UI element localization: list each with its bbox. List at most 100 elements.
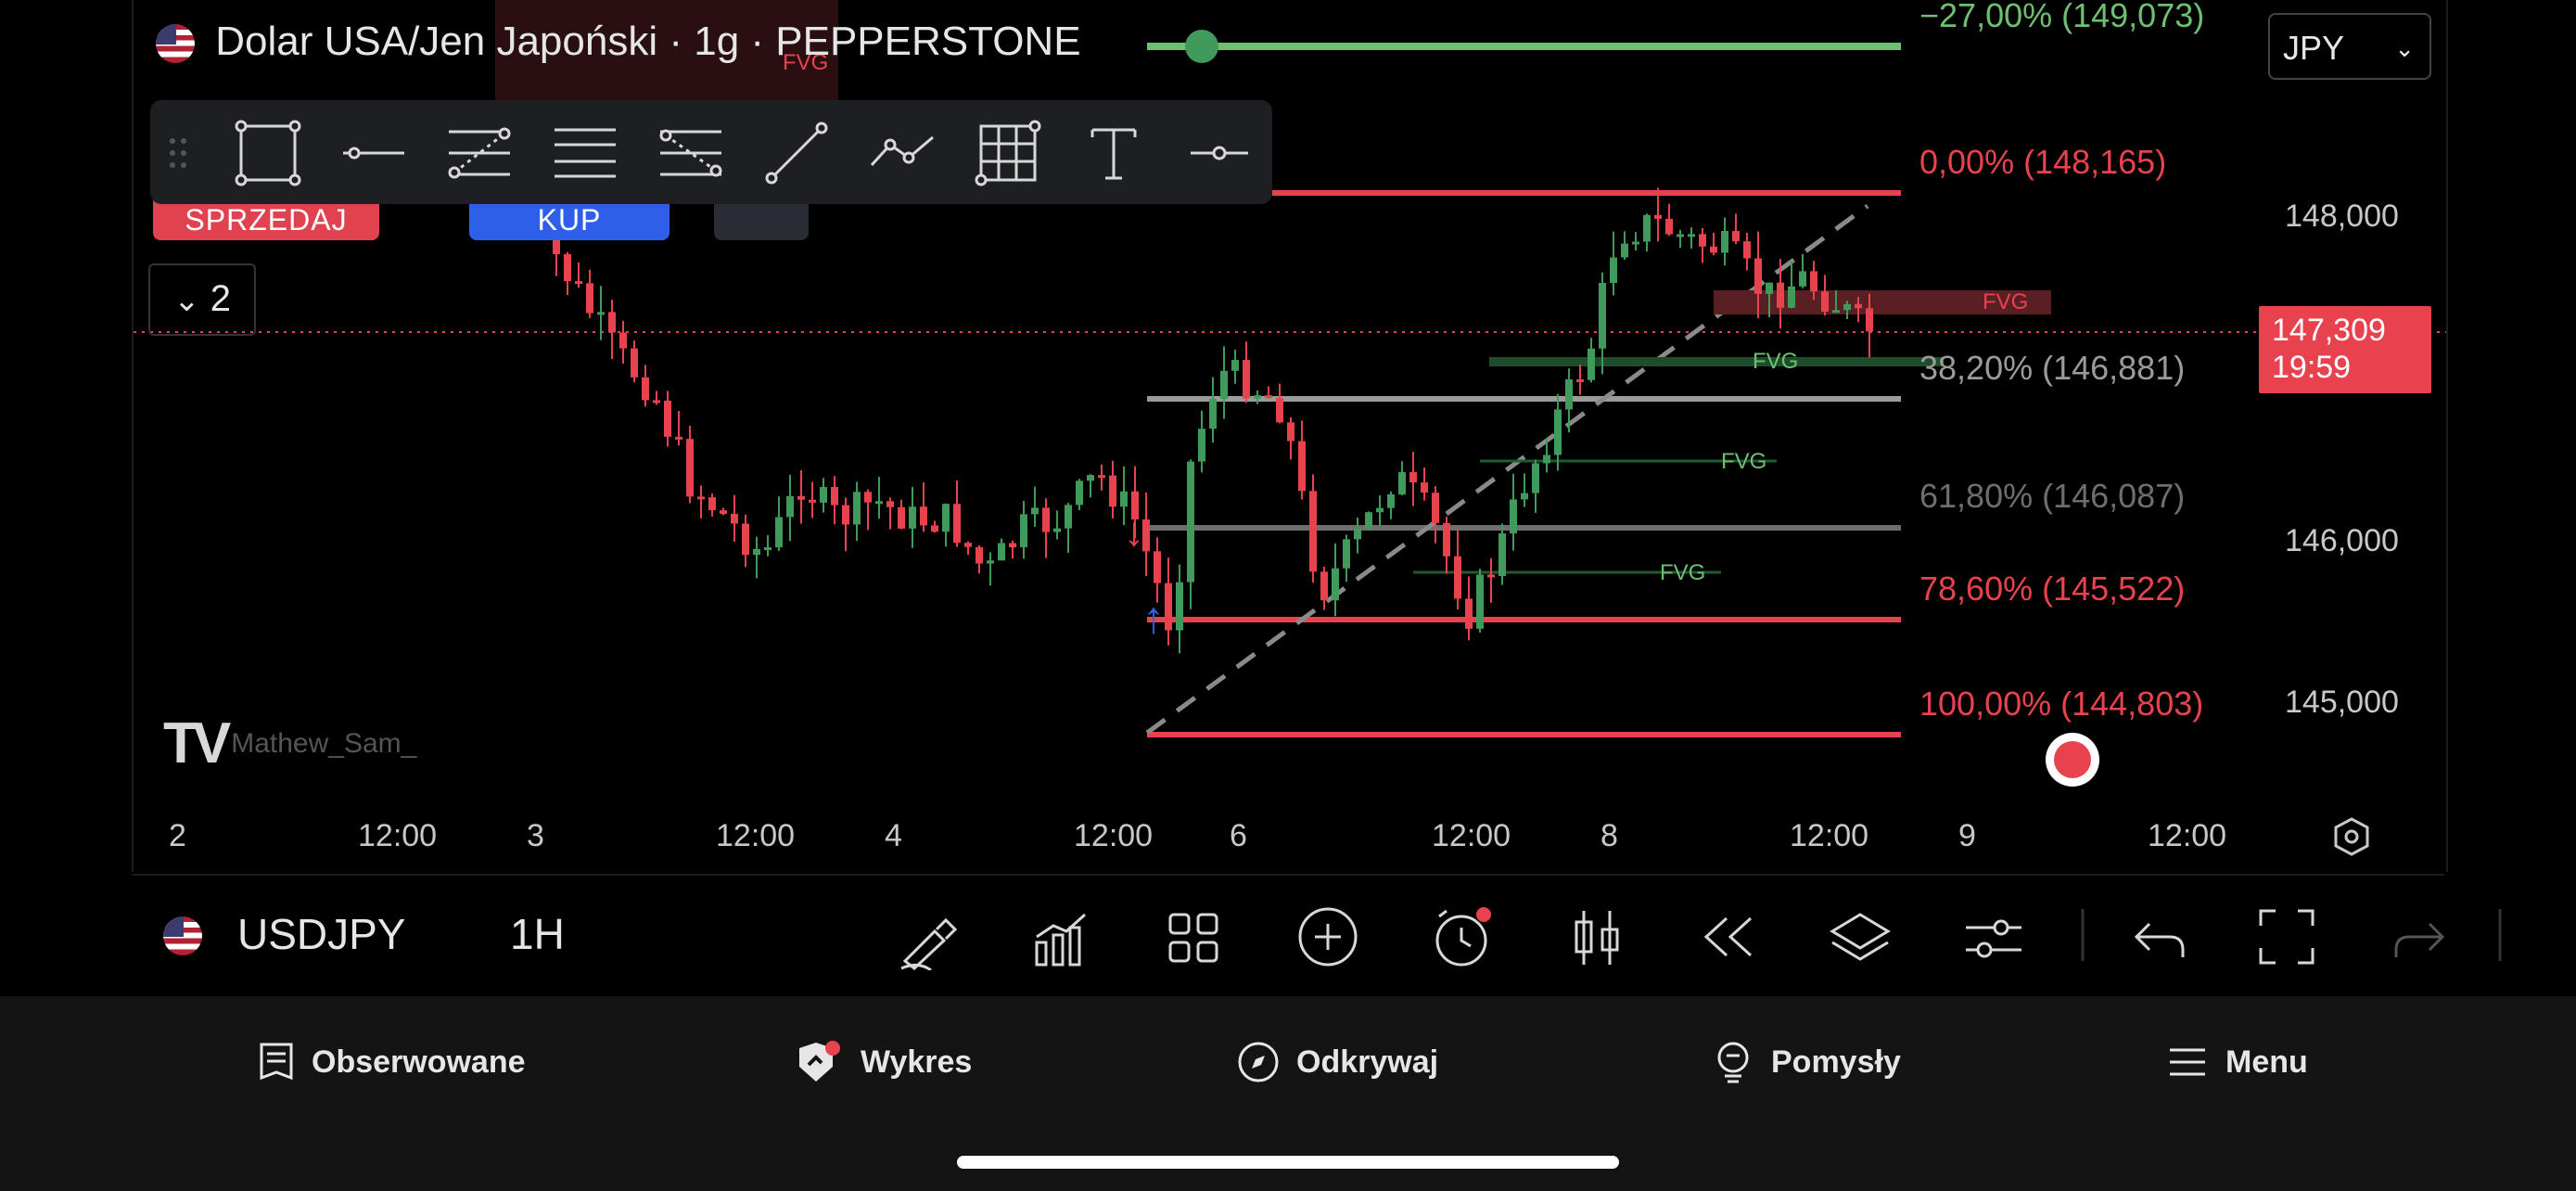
y-axis-label: 146,000	[2285, 523, 2399, 558]
fvg-label: FVG	[1660, 560, 1706, 585]
horizontal-ray-tool-icon[interactable]	[339, 119, 408, 187]
alert-button[interactable]	[1430, 903, 1497, 970]
candle-body	[1309, 491, 1317, 572]
symbol-button[interactable]	[163, 916, 202, 955]
candle-body	[1265, 395, 1272, 399]
parallel-lines-tool-icon[interactable]	[551, 119, 619, 187]
text-tool-icon[interactable]	[1079, 119, 1148, 187]
fib-retracement-tool-icon[interactable]	[445, 119, 514, 187]
candle-body	[642, 377, 649, 401]
candle-body	[1532, 463, 1539, 493]
interval-button[interactable]: 1H	[510, 910, 565, 958]
candle-body	[1287, 422, 1294, 442]
add-icon	[1298, 907, 1358, 967]
candle-body	[1465, 598, 1473, 629]
quantity-button[interactable]	[714, 199, 809, 240]
candle-body	[1098, 475, 1105, 479]
drag-handle-icon[interactable]	[161, 119, 195, 187]
tab-explore[interactable]: Odkrywaj	[1237, 1041, 1438, 1083]
path-tool-icon[interactable]	[868, 119, 937, 187]
home-indicator	[957, 1156, 1619, 1169]
candle-body	[1788, 286, 1795, 308]
candle-body	[886, 501, 894, 507]
templates-button[interactable]	[1165, 903, 1231, 970]
grid-tool-icon[interactable]	[974, 119, 1042, 187]
fvg-box-top	[495, 0, 838, 102]
tab-menu[interactable]: Menu	[2166, 1041, 2308, 1083]
currency-select[interactable]: JPY ⌄	[2268, 13, 2431, 80]
candle-body	[1554, 409, 1562, 455]
candle-body	[1777, 282, 1784, 308]
fib-extension-tool-icon[interactable]	[657, 119, 725, 187]
candle-body	[1632, 241, 1639, 245]
drawing-pen-button[interactable]	[898, 903, 964, 970]
candle-body	[1065, 505, 1072, 529]
candle-body	[1510, 499, 1517, 534]
symbol-header[interactable]: Dolar USA/Jen Japoński · 1g · PEPPERSTON…	[156, 19, 1081, 65]
candle-body	[742, 523, 749, 556]
redo-button[interactable]	[2389, 903, 2455, 970]
chart-canvas[interactable]: ↓ ↑	[134, 0, 2446, 872]
buy-arrow-icon: ↑	[1142, 594, 1165, 643]
templates-grid-icon	[1168, 913, 1218, 963]
candle-body	[1521, 493, 1528, 500]
current-price: 147,309	[2272, 313, 2386, 348]
layers-button[interactable]	[1829, 903, 1895, 970]
tab-watchlist[interactable]: Obserwowane	[258, 1041, 526, 1083]
chart-type-button[interactable]	[1567, 903, 1634, 970]
fib-label: 38,20% (146,881)	[1919, 349, 2186, 387]
candle-body	[1443, 522, 1450, 557]
chart-settings-icon[interactable]	[2331, 816, 2372, 862]
add-button[interactable]	[1296, 903, 1363, 970]
indicators-icon	[1035, 913, 1087, 967]
replay-icon	[1703, 916, 1753, 957]
us-flag-icon	[156, 24, 195, 64]
candle-body	[1866, 308, 1873, 332]
y-axis-label: 145,000	[2285, 685, 2399, 720]
candle-body	[1810, 271, 1817, 292]
x-axis-label: 12:00	[1432, 818, 1511, 853]
watermark-username: Mathew_Sam_	[231, 727, 417, 759]
chart-settings-button[interactable]	[1962, 903, 2029, 970]
candle-body	[1320, 571, 1328, 601]
candle-body	[1654, 214, 1662, 219]
candle-body	[809, 499, 816, 503]
undo-icon	[2134, 922, 2185, 957]
trend-line-tool-icon[interactable]	[762, 119, 831, 187]
tab-label: Obserwowane	[312, 1044, 526, 1080]
tradingview-watermark: TV Mathew_Sam_	[163, 711, 416, 776]
fullscreen-button[interactable]	[2255, 903, 2322, 970]
candle-body	[564, 254, 571, 282]
undo-button[interactable]	[2127, 903, 2194, 970]
sell-button[interactable]: SPRZEDAJ	[153, 199, 379, 240]
indicators-collapse-button[interactable]: ⌄ 2	[148, 263, 256, 336]
candle-body	[1476, 574, 1484, 629]
candle-body	[853, 492, 861, 525]
x-axis-label: 12:00	[358, 818, 438, 853]
indicator-count: 2	[210, 278, 231, 319]
rectangle-tool-icon[interactable]	[234, 119, 302, 187]
buy-button[interactable]: KUP	[469, 199, 670, 240]
tab-chart[interactable]: Wykres	[796, 1041, 972, 1083]
fvg-label: FVG	[1753, 349, 1799, 374]
candle-body	[1487, 574, 1495, 578]
candle-body	[1398, 471, 1406, 495]
alarm-icon	[1435, 909, 1487, 967]
fib-label: 78,60% (145,522)	[1919, 570, 2186, 608]
tab-ideas[interactable]: Pomysły	[1712, 1041, 1901, 1083]
horizontal-line-tool-icon[interactable]	[1185, 119, 1254, 187]
candle-body	[875, 501, 883, 505]
candle-body	[1131, 491, 1139, 519]
fib-label: −27,00% (149,073)	[1919, 0, 2205, 34]
indicators-button[interactable]	[1031, 903, 1098, 970]
candle-body	[987, 560, 994, 564]
replay-button[interactable]	[1697, 903, 1764, 970]
symbol-name[interactable]: USDJPY	[237, 910, 406, 958]
candle-body	[586, 283, 593, 314]
watchlist-icon	[260, 1043, 293, 1081]
fvg-label: FVG	[1721, 449, 1767, 474]
candle-body	[1832, 310, 1840, 314]
record-button[interactable]	[2046, 733, 2099, 787]
x-axis-label: 12:00	[2148, 818, 2227, 853]
toolbar-icons	[900, 907, 2502, 970]
